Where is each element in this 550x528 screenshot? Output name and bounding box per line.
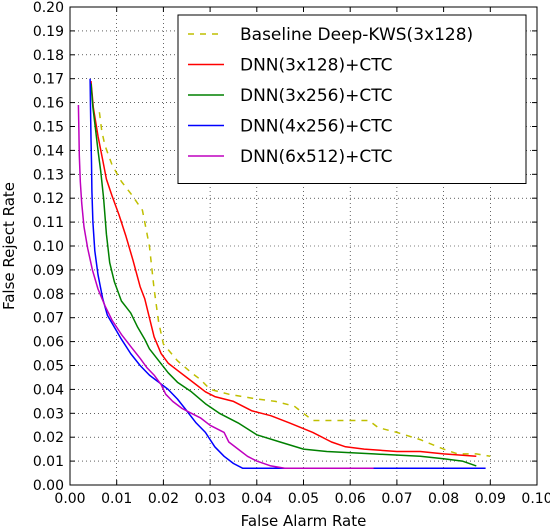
legend-label-5: DNN(6x512)+CTC [240,147,393,167]
x-tick-label: 0.07 [381,491,412,507]
y-axis-label: False Reject Rate [0,182,18,310]
y-tick-label: 0.20 [33,0,64,16]
axis-ticks: 0.00 0.01 0.02 0.03 0.04 0.05 0.06 0.07 0.08 0.09… [33,0,550,507]
series-line-5 [77,104,374,470]
y-tick-label: 0.10 [33,239,64,255]
y-tick-label: 0.04 [33,382,64,398]
series-line-2 [90,81,477,458]
legend-label-1: Baseline Deep-KWS(3x128) [240,25,473,45]
y-tick-label: 0.02 [33,430,64,446]
x-tick-label: 0.03 [195,491,226,507]
y-tick-label: 0.17 [33,72,64,88]
x-tick-label: 0.04 [241,491,272,507]
series-line-3 [90,83,477,467]
legend-label-2: DNN(3x128)+CTC [240,56,393,76]
y-tick-label: 0.13 [33,167,64,183]
y-tick-label: 0.19 [33,24,64,40]
x-tick-label: 0.08 [428,491,459,507]
y-tick-label: 0.08 [33,287,64,303]
y-tick-label: 0.18 [33,48,64,64]
y-tick-label: 0.05 [33,359,64,375]
y-tick-label: 0.12 [33,191,64,207]
series-line-4 [89,78,486,470]
y-tick-label: 0.01 [33,454,64,470]
y-tick-label: 0.03 [33,406,64,422]
x-tick-label: 0.06 [335,491,366,507]
y-tick-label: 0.16 [33,96,64,112]
x-axis-label: False Alarm Rate [241,512,367,528]
x-tick-label: 0.01 [101,491,132,507]
x-tick-label: 0.00 [54,491,85,507]
x-tick-label: 0.09 [475,491,506,507]
y-tick-label: 0.00 [33,478,64,494]
legend: Baseline Deep-KWS(3x128) DNN(3x128)+CTC DN… [177,14,527,184]
y-tick-label: 0.09 [33,263,64,279]
legend-label-4: DNN(4x256)+CTC [240,117,393,137]
legend-label-3: DNN(3x256)+CTC [240,86,393,106]
y-tick-label: 0.15 [33,120,64,136]
y-tick-label: 0.06 [33,335,64,351]
series-lines [77,78,491,470]
y-tick-label: 0.11 [33,215,64,231]
x-tick-label: 0.10 [521,491,550,507]
x-tick-label: 0.05 [288,491,319,507]
x-tick-label: 0.02 [148,491,179,507]
y-tick-label: 0.07 [33,311,64,327]
y-tick-label: 0.14 [33,143,64,159]
series-line-1 [98,112,491,458]
legend-box [177,14,527,184]
